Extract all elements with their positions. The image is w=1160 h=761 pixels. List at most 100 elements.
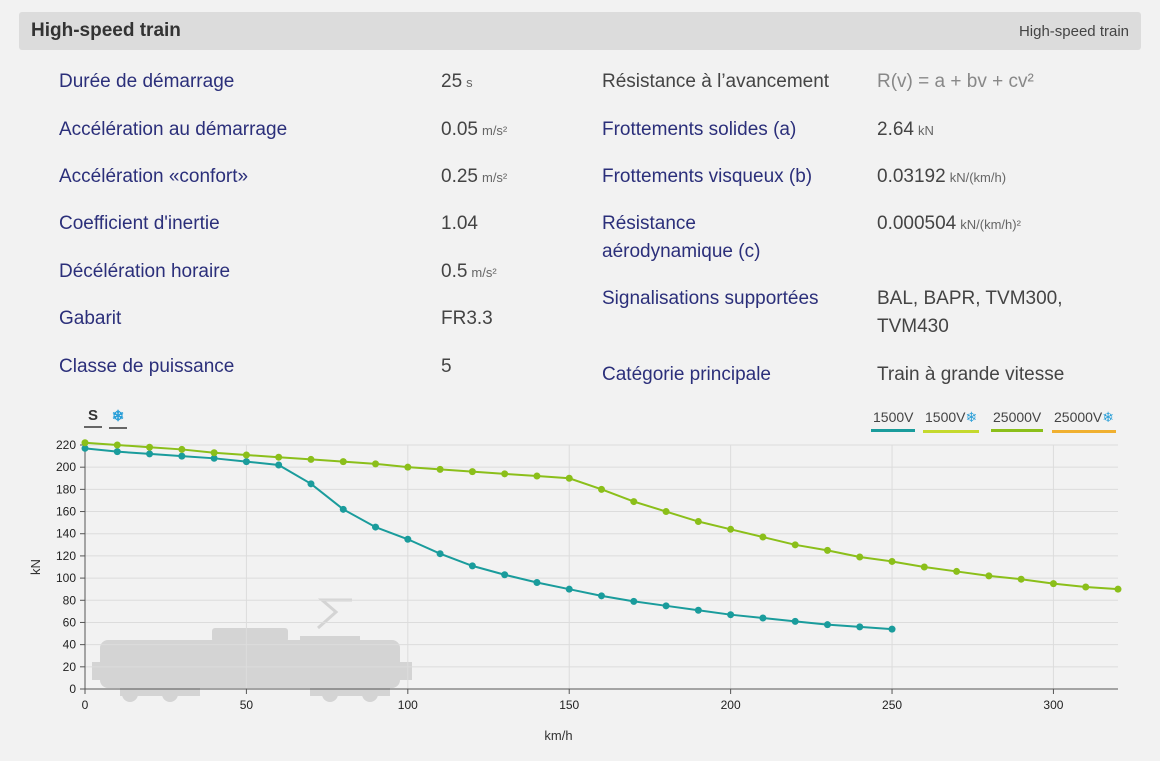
series-line — [84, 441, 1119, 591]
data-point[interactable] — [146, 450, 154, 458]
data-point[interactable] — [113, 448, 121, 456]
data-point[interactable] — [307, 455, 315, 463]
data-point[interactable] — [210, 454, 218, 462]
value-text: 0.000504 — [877, 213, 957, 234]
data-point[interactable] — [81, 444, 89, 452]
panel-header: High-speed train High-speed train — [19, 12, 1141, 50]
data-point[interactable] — [501, 571, 509, 579]
x-tick-label: 300 — [1043, 698, 1063, 712]
data-point[interactable] — [759, 614, 767, 622]
data-point[interactable] — [501, 470, 509, 478]
data-point[interactable] — [372, 460, 380, 468]
prop-label-hourly-deceleration: Décélération horaire — [59, 261, 231, 282]
data-point[interactable] — [146, 443, 154, 451]
data-point[interactable] — [791, 617, 799, 625]
legend-1500v-winter[interactable]: 1500V❄ — [923, 409, 980, 433]
data-point[interactable] — [856, 553, 864, 561]
data-point[interactable] — [727, 525, 735, 533]
data-point[interactable] — [985, 572, 993, 580]
data-point[interactable] — [113, 441, 121, 449]
legend-label: 1500V — [873, 409, 914, 425]
data-point[interactable] — [339, 458, 347, 466]
summer-mode-button[interactable]: S — [84, 407, 102, 428]
data-point[interactable] — [727, 611, 735, 619]
data-point[interactable] — [210, 449, 218, 457]
legend-label: 1500V — [925, 409, 966, 425]
prop-label-gauge: Gabarit — [59, 308, 122, 329]
data-point[interactable] — [888, 625, 896, 633]
x-tick-label: 200 — [721, 698, 741, 712]
prop-label-viscous-friction: Frottements visqueux (b) — [602, 166, 813, 187]
legend-25000v[interactable]: 25000V — [991, 409, 1044, 432]
x-tick-label: 150 — [559, 698, 579, 712]
data-point[interactable] — [178, 445, 186, 453]
data-point[interactable] — [791, 541, 799, 549]
data-point[interactable] — [888, 557, 896, 565]
data-point[interactable] — [533, 579, 541, 587]
data-point[interactable] — [81, 439, 89, 447]
data-point[interactable] — [533, 472, 541, 480]
data-point[interactable] — [275, 453, 283, 461]
series-line — [84, 447, 893, 631]
data-point[interactable] — [920, 563, 928, 571]
chart-grid — [84, 444, 1118, 690]
prop-label-comfort-acceleration: Accélération «confort» — [59, 166, 249, 187]
data-point[interactable] — [565, 474, 573, 482]
data-point[interactable] — [468, 562, 476, 570]
legend-label: 25000V — [993, 409, 1042, 425]
legend-25000v-winter[interactable]: 25000V❄ — [1052, 409, 1117, 433]
prop-value-startup-acceleration: 0.05 m/s² — [441, 116, 507, 145]
prop-label-supported-signaling: Signalisations supportées — [602, 288, 819, 309]
data-point[interactable] — [178, 452, 186, 460]
data-point[interactable] — [598, 592, 605, 600]
data-point[interactable] — [242, 458, 250, 466]
y-tick-label: 0 — [69, 682, 76, 696]
data-point[interactable] — [436, 465, 444, 473]
data-point[interactable] — [953, 567, 961, 575]
prop-value-power-class: 5 — [441, 353, 452, 381]
prop-value-aerodynamic-resistance: 0.000504 kN/(km/h)² — [877, 210, 1021, 239]
x-tick-label: 0 — [82, 698, 89, 712]
panel-subtitle: High-speed train — [1018, 23, 1129, 40]
data-point[interactable] — [565, 585, 573, 593]
value-text: 25 — [441, 71, 463, 92]
data-point[interactable] — [662, 602, 670, 610]
unit-text: m/s² — [471, 265, 497, 280]
winter-mode-button[interactable]: ❄ — [109, 407, 127, 429]
data-point[interactable] — [759, 533, 767, 541]
legend-1500v[interactable]: 1500V — [871, 409, 916, 432]
data-point[interactable] — [436, 550, 444, 558]
data-point[interactable] — [823, 621, 831, 629]
data-point[interactable] — [339, 505, 347, 513]
data-point[interactable] — [1082, 583, 1090, 591]
value-line-1: BAL, BAPR, TVM300, — [877, 288, 1063, 309]
data-point[interactable] — [856, 623, 864, 631]
y-tick-label: 220 — [56, 438, 76, 452]
value-text: 5 — [441, 356, 452, 377]
data-point[interactable] — [1049, 580, 1057, 588]
data-point[interactable] — [598, 485, 605, 493]
data-point[interactable] — [630, 597, 638, 605]
data-point[interactable] — [307, 480, 315, 488]
data-point[interactable] — [1017, 575, 1025, 583]
x-axis-label: km/h — [544, 728, 572, 743]
data-point[interactable] — [404, 463, 412, 471]
y-tick-label: 140 — [56, 527, 76, 541]
data-point[interactable] — [630, 498, 638, 506]
data-point[interactable] — [468, 468, 476, 476]
data-point[interactable] — [694, 518, 702, 526]
y-tick-label: 80 — [63, 593, 77, 607]
y-tick-label: 40 — [63, 638, 77, 652]
y-tick-label: 60 — [63, 615, 77, 629]
data-point[interactable] — [242, 451, 250, 459]
data-point[interactable] — [694, 606, 702, 614]
prop-value-comfort-acceleration: 0.25 m/s² — [441, 163, 507, 192]
data-point[interactable] — [372, 523, 380, 531]
data-point[interactable] — [404, 535, 412, 543]
value-text: FR3.3 — [441, 308, 493, 329]
data-point[interactable] — [1114, 585, 1122, 593]
data-point[interactable] — [823, 546, 831, 554]
data-point[interactable] — [662, 508, 670, 516]
data-point[interactable] — [275, 461, 283, 469]
unit-text: m/s² — [481, 123, 508, 138]
